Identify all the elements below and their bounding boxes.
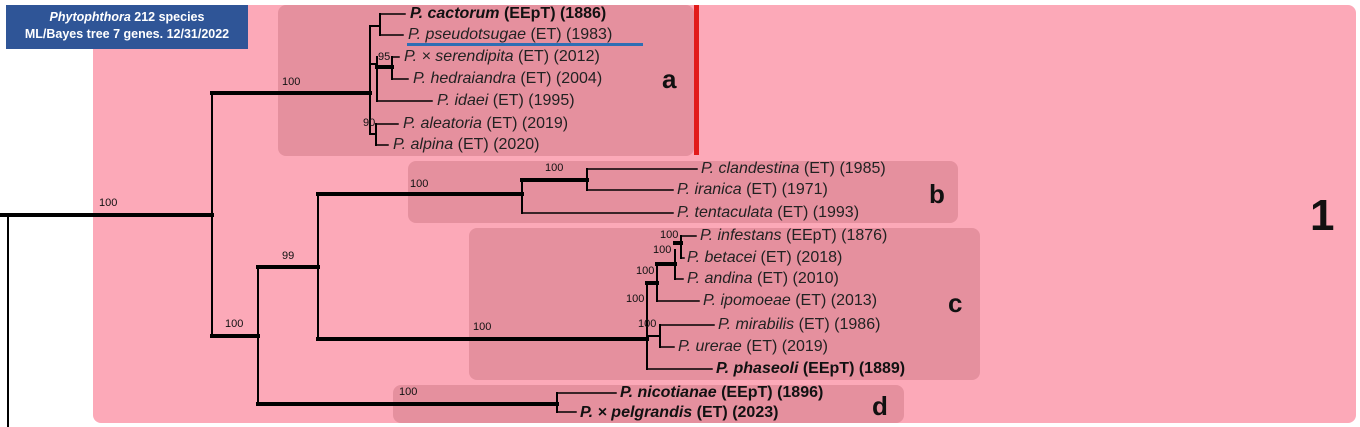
tip-pelgrandis: P. × pelgrandis (ET) (2023) bbox=[580, 404, 779, 421]
subclade-c-box bbox=[469, 228, 980, 380]
clade-label-d: d bbox=[872, 391, 888, 421]
header-line-2: ML/Bayes tree 7 genes. 12/31/2022 bbox=[24, 27, 230, 41]
header-species-count: 212 species bbox=[130, 10, 205, 24]
clade-label-b: b bbox=[929, 179, 945, 209]
support-value: 100 bbox=[660, 229, 679, 241]
support-value: 100 bbox=[638, 318, 657, 330]
support-value: 100 bbox=[626, 293, 645, 305]
subclade-a-box bbox=[278, 5, 694, 156]
support-value: 100 bbox=[653, 244, 672, 256]
support-value: 100 bbox=[473, 321, 492, 333]
tip-iranica: P. iranica (ET) (1971) bbox=[677, 181, 828, 198]
clade-label-a: a bbox=[662, 64, 677, 94]
support-value: 100 bbox=[410, 178, 429, 190]
support-value: 100 bbox=[399, 386, 418, 398]
tip-infestans: P. infestans (EEpT) (1876) bbox=[700, 227, 888, 244]
clade-number: 1 bbox=[1310, 191, 1335, 240]
support-value: 100 bbox=[636, 265, 655, 277]
support-value: 100 bbox=[282, 76, 301, 88]
pseudotsugae-underline bbox=[407, 43, 643, 46]
tip-nicotianae: P. nicotianae (EEpT) (1896) bbox=[620, 384, 824, 401]
tip-phaseoli: P. phaseoli (EEpT) (1889) bbox=[716, 360, 906, 377]
support-value: 100 bbox=[545, 162, 564, 174]
clade-label-c: c bbox=[948, 288, 963, 318]
tip-urerae: P. urerae (ET) (2019) bbox=[678, 338, 828, 355]
support-value: 99 bbox=[282, 250, 295, 262]
tip-hedraiandra: P. hedraiandra (ET) (2004) bbox=[413, 70, 603, 87]
tip-andina: P. andina (ET) (2010) bbox=[687, 270, 839, 287]
tip-alpina: P. alpina (ET) (2020) bbox=[393, 136, 540, 153]
header-line-1: Phytophthora 212 species bbox=[6, 9, 248, 26]
tip-clandestina: P. clandestina (ET) (1985) bbox=[701, 160, 886, 177]
header-genus: Phytophthora bbox=[49, 10, 131, 24]
tip-pseudotsugae: P. pseudotsugae (ET) (1983) bbox=[408, 26, 613, 43]
tip-idaei: P. idaei (ET) (1995) bbox=[437, 92, 575, 109]
tip-serendipita: P. × serendipita (ET) (2012) bbox=[404, 48, 600, 65]
tip-cactorum: P. cactorum (EEpT) (1886) bbox=[410, 5, 607, 22]
support-value: 100 bbox=[99, 197, 118, 209]
red-marker-bar bbox=[694, 5, 699, 155]
tree-header-box: Phytophthora 212 species ML/Bayes tree 7… bbox=[6, 5, 248, 49]
tip-betacei: P. betacei (ET) (2018) bbox=[687, 249, 843, 266]
support-value: 90 bbox=[363, 117, 376, 129]
tip-aleatoria: P. aleatoria (ET) (2019) bbox=[403, 115, 569, 132]
support-value: 95 bbox=[378, 51, 391, 63]
tip-tentaculata: P. tentaculata (ET) (1993) bbox=[677, 204, 860, 221]
tip-mirabilis: P. mirabilis (ET) (1986) bbox=[718, 316, 881, 333]
support-value: 100 bbox=[225, 318, 244, 330]
tip-ipomoeae: P. ipomoeae (ET) (2013) bbox=[703, 292, 878, 309]
